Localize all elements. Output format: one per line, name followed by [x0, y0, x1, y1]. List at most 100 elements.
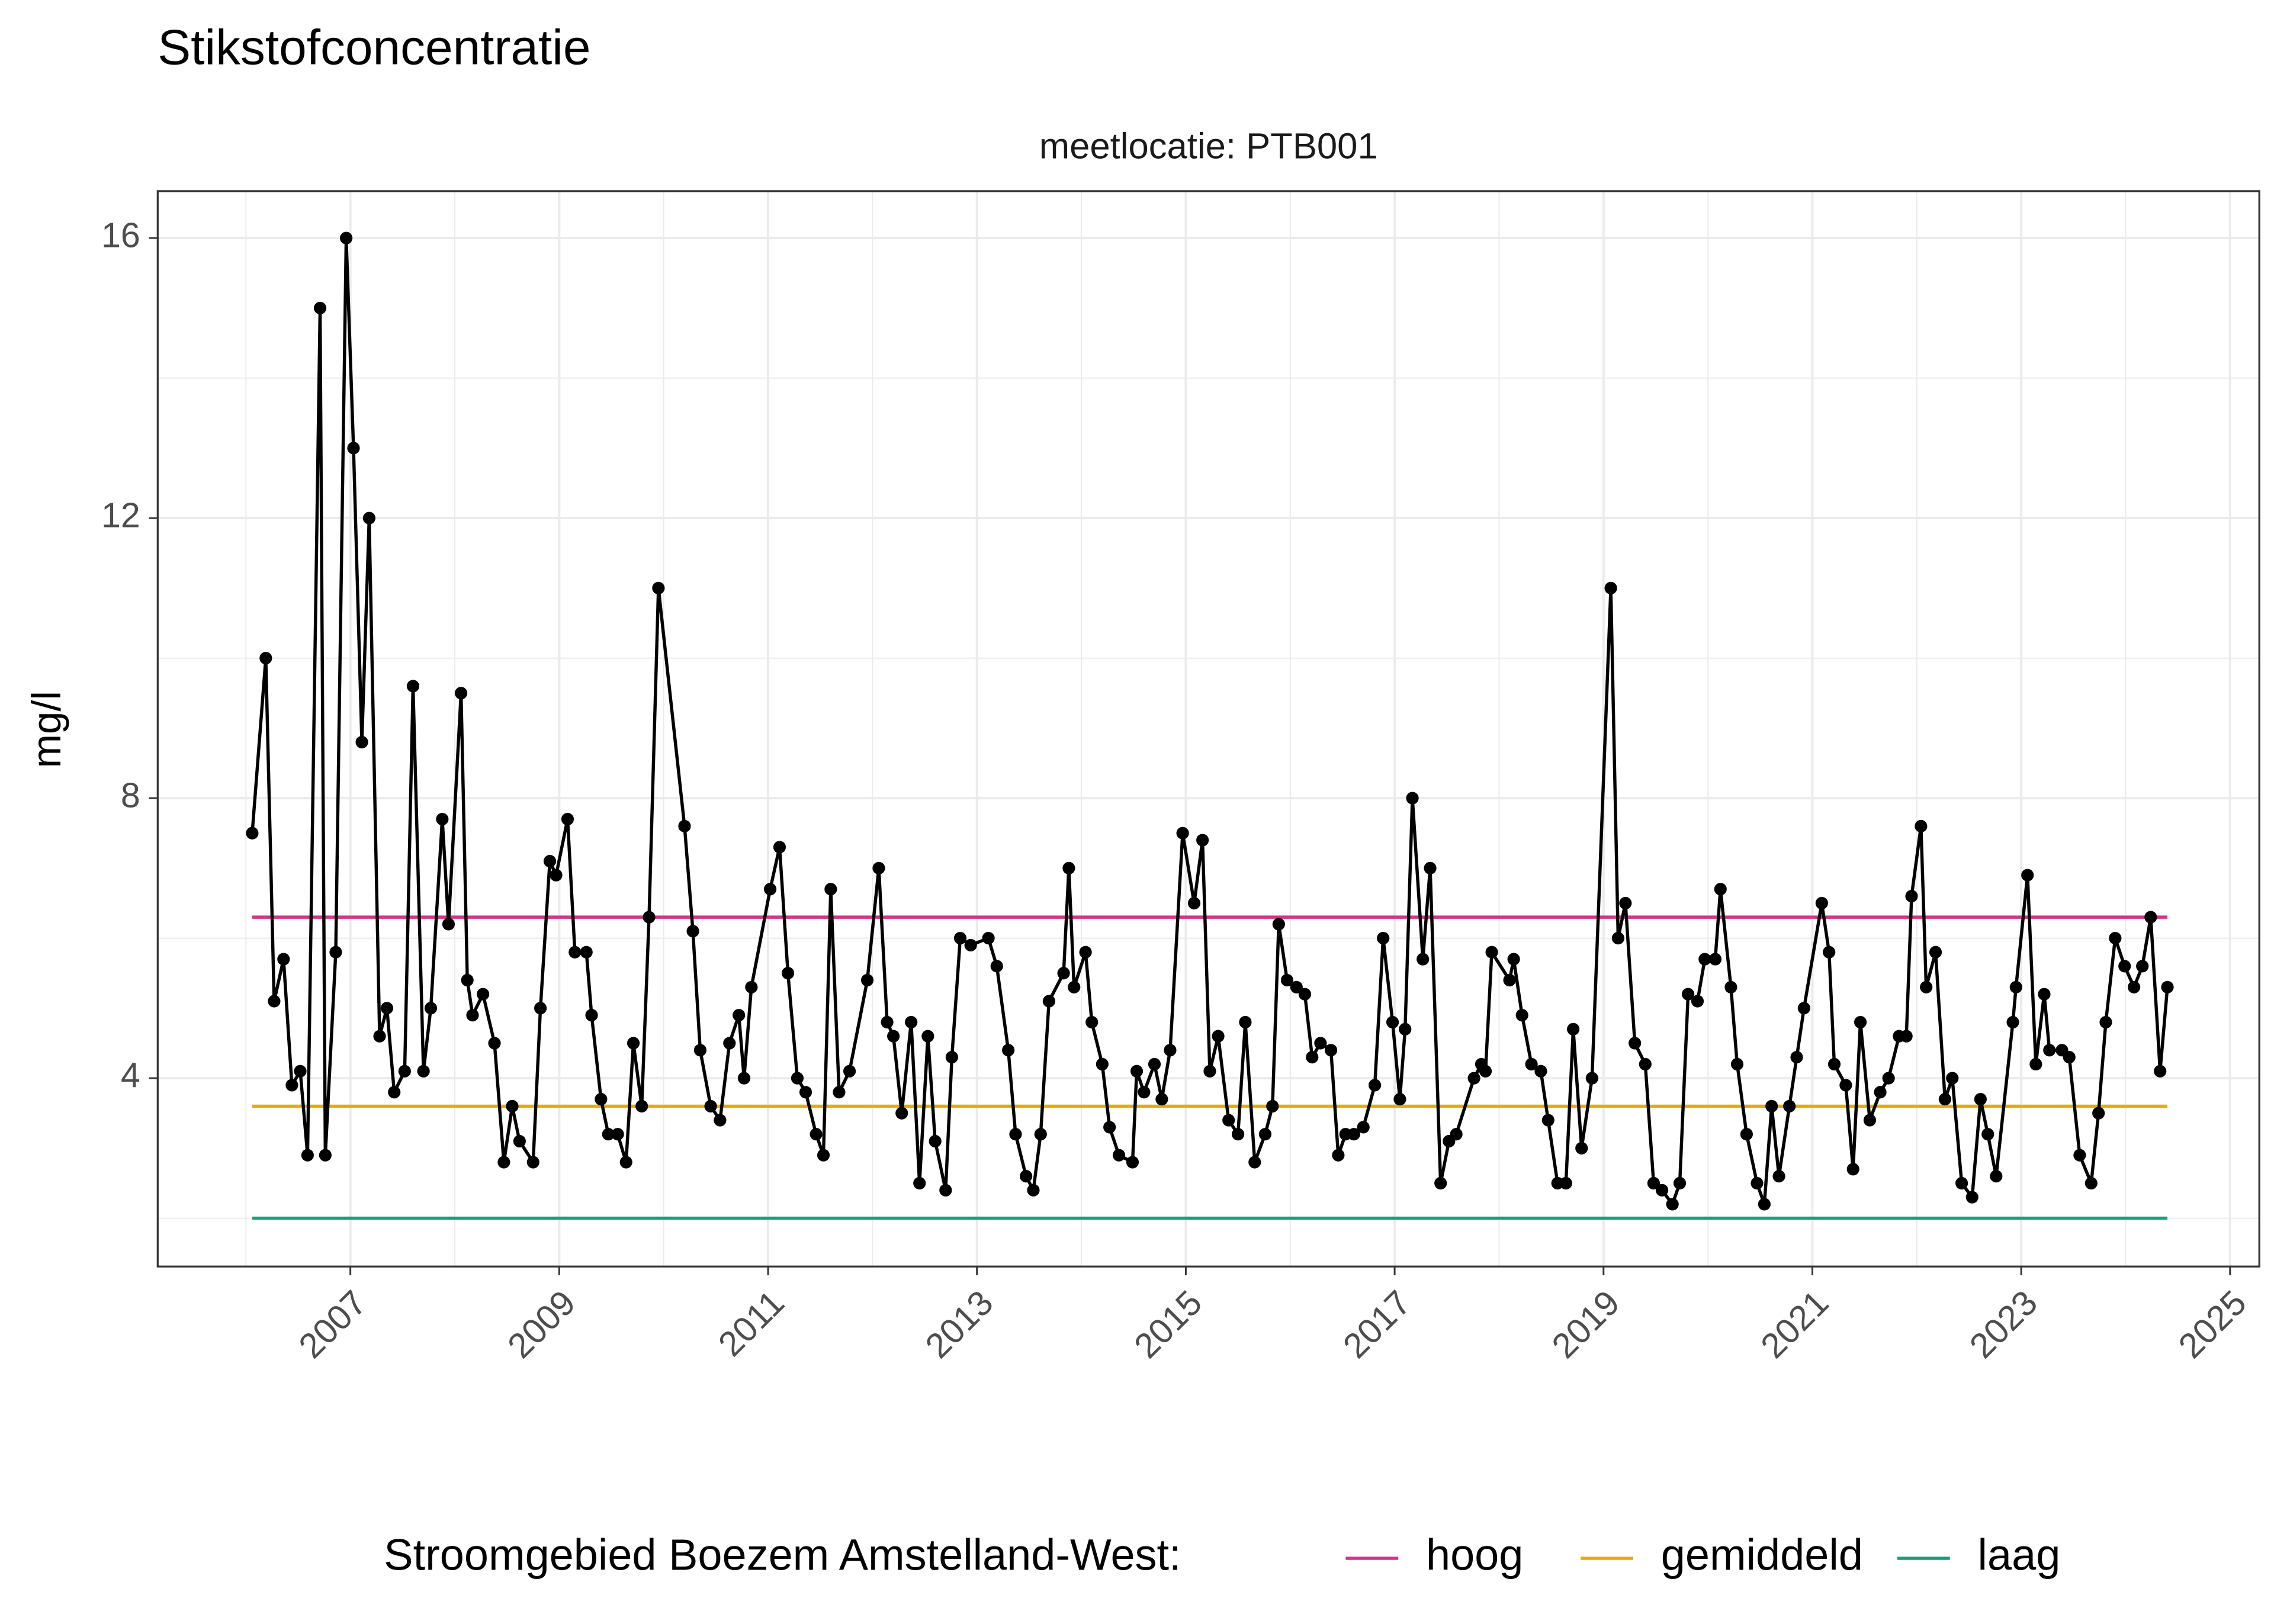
- data-point: [602, 1128, 615, 1141]
- data-point: [1042, 995, 1055, 1008]
- data-point: [526, 1156, 539, 1169]
- data-point: [1424, 861, 1437, 874]
- data-point: [550, 869, 563, 882]
- data-point: [1567, 1022, 1580, 1035]
- data-point: [1604, 581, 1617, 594]
- data-point: [417, 1065, 430, 1078]
- data-point: [1222, 1114, 1235, 1127]
- data-point: [1196, 834, 1209, 847]
- data-point: [1929, 946, 1942, 959]
- data-point: [580, 946, 593, 959]
- data-point: [1112, 1149, 1126, 1162]
- data-point: [1164, 1044, 1177, 1057]
- data-point: [1541, 1114, 1554, 1127]
- data-point: [2063, 1051, 2076, 1064]
- data-point: [1248, 1156, 1261, 1169]
- data-point: [1479, 1065, 1492, 1078]
- data-point: [643, 911, 656, 924]
- data-point: [380, 1002, 393, 1015]
- data-point: [1034, 1128, 1047, 1141]
- data-point: [1900, 1030, 1913, 1043]
- data-point: [895, 1107, 908, 1120]
- data-point: [881, 1015, 894, 1029]
- legend-label: hoog: [1426, 1530, 1523, 1580]
- data-point: [1062, 861, 1075, 874]
- data-point: [2161, 980, 2174, 993]
- data-point: [1629, 1037, 1642, 1050]
- data-point: [347, 442, 360, 455]
- data-point: [497, 1156, 510, 1169]
- data-point: [1009, 1128, 1022, 1141]
- data-point: [810, 1128, 823, 1141]
- data-point: [1507, 953, 1520, 966]
- data-point: [294, 1065, 307, 1078]
- data-point: [1758, 1198, 1771, 1211]
- data-point: [340, 231, 353, 245]
- data-point: [442, 918, 455, 931]
- legend-label: gemiddeld: [1661, 1530, 1863, 1580]
- data-point: [1920, 980, 1933, 993]
- data-point: [723, 1037, 736, 1050]
- data-point: [1002, 1044, 1015, 1057]
- data-point: [953, 931, 967, 945]
- data-point: [824, 883, 837, 896]
- data-point: [1096, 1057, 1109, 1071]
- data-point: [964, 938, 977, 952]
- data-point: [1298, 988, 1312, 1001]
- data-point: [1730, 1057, 1744, 1071]
- data-point: [2092, 1107, 2105, 1120]
- data-point: [1846, 1163, 1859, 1176]
- data-point: [1714, 883, 1727, 896]
- data-point: [1708, 953, 1722, 966]
- data-point: [1406, 792, 1419, 805]
- data-point: [1258, 1128, 1272, 1141]
- data-point: [1981, 1128, 1994, 1141]
- data-point: [454, 687, 468, 700]
- data-point: [2144, 911, 2157, 924]
- data-point: [1368, 1079, 1382, 1092]
- data-point: [277, 953, 290, 966]
- data-point: [488, 1037, 501, 1050]
- data-point: [1724, 980, 1737, 993]
- data-point: [1525, 1057, 1538, 1071]
- data-point: [843, 1065, 856, 1078]
- y-tick-label: 16: [101, 216, 140, 255]
- data-point: [268, 995, 281, 1008]
- data-point: [1148, 1057, 1161, 1071]
- data-point: [373, 1030, 386, 1043]
- data-point: [1434, 1176, 1447, 1190]
- data-point: [781, 967, 795, 980]
- data-point: [1324, 1044, 1338, 1057]
- data-point: [1130, 1065, 1144, 1078]
- data-point: [833, 1086, 846, 1099]
- data-point: [921, 1030, 934, 1043]
- data-point: [285, 1079, 298, 1092]
- data-point: [860, 973, 874, 987]
- data-point: [388, 1086, 401, 1099]
- data-point: [319, 1149, 332, 1162]
- data-point: [1085, 1015, 1099, 1029]
- data-line: [250, 236, 2169, 1206]
- data-point: [1585, 1072, 1598, 1085]
- data-point: [2127, 980, 2141, 993]
- data-point: [1485, 946, 1498, 959]
- data-point: [704, 1099, 717, 1112]
- data-point: [2029, 1057, 2042, 1071]
- data-point: [2009, 980, 2022, 993]
- data-point: [561, 812, 574, 826]
- data-point: [2006, 1015, 2019, 1029]
- data-point: [1839, 1079, 1852, 1092]
- data-point: [2136, 960, 2149, 973]
- data-point: [2154, 1065, 2167, 1078]
- data-point: [585, 1009, 598, 1022]
- data-point: [1938, 1092, 1952, 1106]
- data-point: [1990, 1170, 2003, 1183]
- data-point: [1965, 1191, 1978, 1204]
- data-point: [259, 651, 272, 665]
- data-point: [990, 960, 1003, 973]
- data-point: [1386, 1015, 1399, 1029]
- data-point: [745, 980, 758, 993]
- facet-label: meetlocatie: PTB001: [1039, 126, 1378, 167]
- data-point: [1332, 1149, 1345, 1162]
